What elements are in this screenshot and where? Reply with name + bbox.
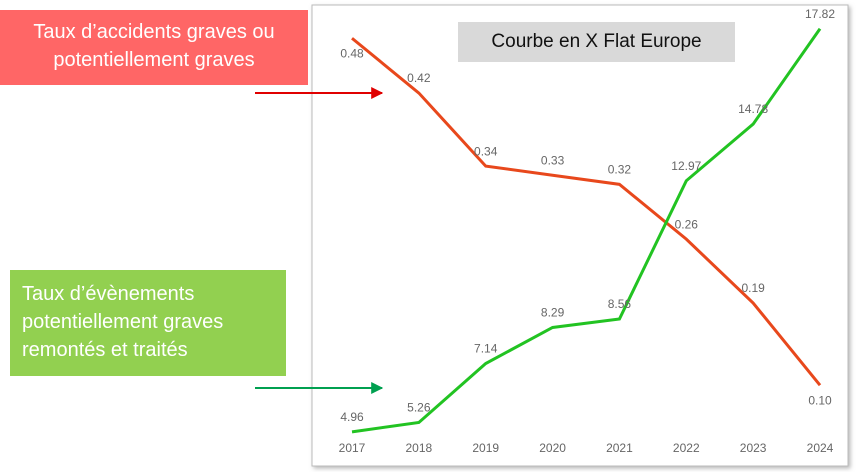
data-label: 0.42	[407, 71, 431, 85]
x-tick-label: 2019	[472, 441, 499, 455]
x-tick-label: 2023	[740, 441, 767, 455]
legend-box: Taux d’évènements potentiellement graves…	[10, 270, 286, 376]
data-label: 7.14	[474, 342, 498, 356]
data-label: 4.96	[340, 410, 364, 424]
data-label: 5.26	[407, 401, 431, 415]
data-label: 0.33	[541, 153, 565, 167]
data-label: 14.78	[738, 102, 768, 116]
data-label: 0.19	[741, 281, 765, 295]
data-label: 8.29	[541, 306, 565, 320]
data-label: 0.26	[675, 217, 699, 231]
chart-frame	[311, 4, 849, 467]
x-tick-label: 2021	[606, 441, 633, 455]
data-label: 0.10	[808, 393, 832, 407]
data-label: 0.32	[608, 163, 632, 177]
x-tick-label: 2018	[406, 441, 433, 455]
x-tick-label: 2020	[539, 441, 566, 455]
data-label: 12.97	[671, 159, 701, 173]
data-label: 0.48	[340, 46, 364, 60]
data-label: 0.34	[474, 144, 498, 158]
legend-box: Taux d’accidents graves ou potentielleme…	[0, 10, 308, 85]
x-tick-label: 2024	[807, 441, 834, 455]
line	[351, 27, 822, 434]
data-label: 8.56	[608, 297, 632, 311]
x-tick-label: 2022	[673, 441, 700, 455]
x-tick-label: 2017	[339, 441, 366, 455]
data-label: 17.82	[805, 7, 835, 21]
line	[351, 37, 822, 387]
chart-title: Courbe en X Flat Europe	[458, 22, 735, 62]
